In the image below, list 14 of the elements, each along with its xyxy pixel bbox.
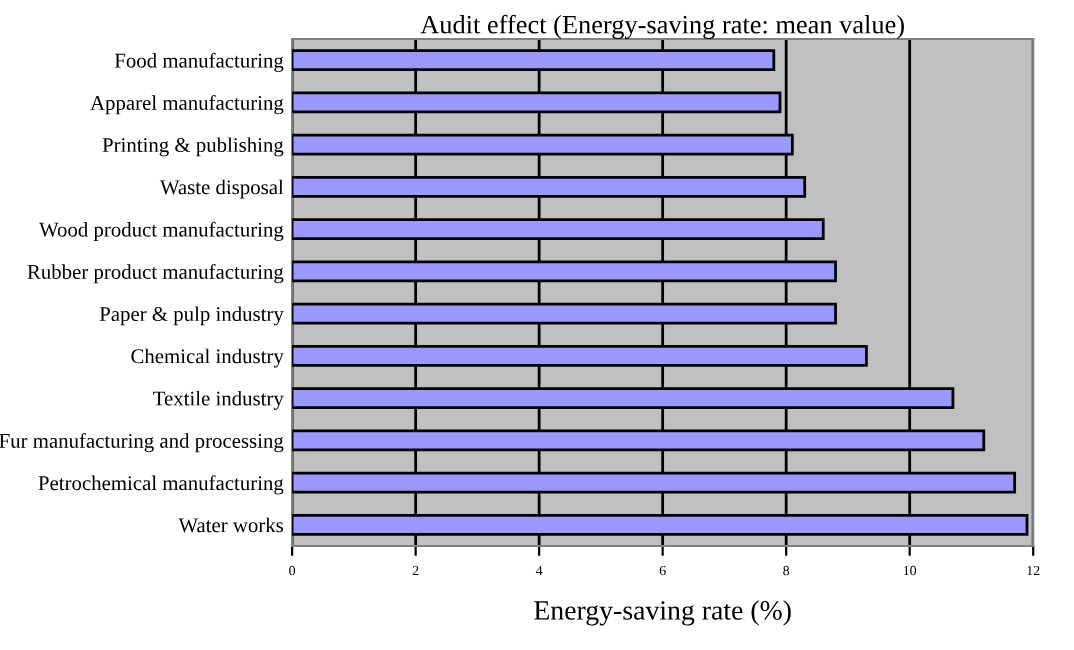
y-tick-label: Wood product manufacturing: [39, 221, 284, 241]
y-tick-label: Rubber product manufacturing: [27, 264, 284, 284]
y-tick-label: Fur manufacturing and processing: [0, 433, 284, 453]
chart-title: Audit effect (Energy-saving rate: mean value): [420, 14, 904, 39]
y-tick-label: Petrochemical manufacturing: [38, 475, 284, 495]
y-tick-label: Printing & publishing: [102, 137, 284, 157]
y-tick-label: Apparel manufacturing: [90, 95, 284, 115]
y-tick-label: Water works: [178, 517, 284, 533]
y-tick-label: Waste disposal: [159, 179, 284, 199]
y-tick-label: Paper & pulp industry: [99, 306, 284, 326]
y-tick-label: Food manufacturing: [114, 52, 284, 72]
y-tick-label: Chemical industry: [131, 348, 284, 368]
y-tick-label: Textile industry: [153, 390, 284, 410]
x-axis-title: Energy-saving rate (%): [534, 600, 791, 626]
